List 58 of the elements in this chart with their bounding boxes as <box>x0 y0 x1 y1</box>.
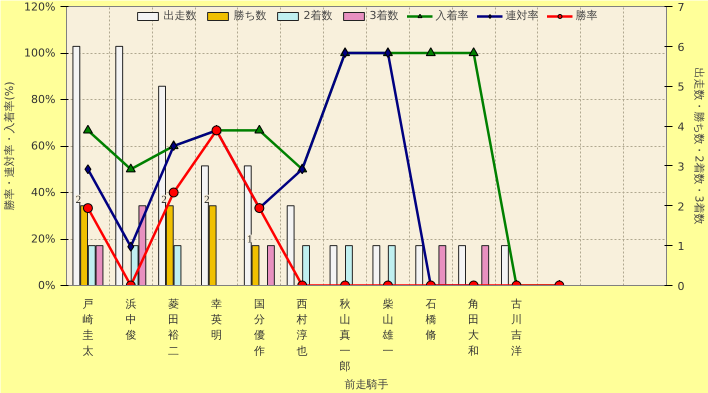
x-tick-label: 戸崎圭太 <box>82 298 94 358</box>
y2-tick-label: 5 <box>678 80 684 94</box>
bar <box>501 245 509 286</box>
bar <box>481 245 490 286</box>
point <box>126 164 136 172</box>
y-axis-title: 勝率・連対率・入着率(%) <box>3 81 16 211</box>
point <box>468 47 479 56</box>
y2-tick-label: 7 <box>678 1 684 14</box>
y-tick-label: 120% <box>24 0 56 14</box>
data-label: 2 <box>204 194 210 206</box>
point <box>82 124 93 134</box>
y2-tick-label: 0 <box>678 280 684 293</box>
legend-label: 入着率 <box>436 8 468 23</box>
point <box>426 47 436 56</box>
y-tick-label: 40% <box>31 186 56 199</box>
point <box>84 164 92 174</box>
x-axis-title: 前走騎手 <box>344 378 388 391</box>
legend-label: 勝率 <box>576 8 598 23</box>
bar <box>302 245 310 286</box>
x-tick-label: 秋山真一郎 <box>340 298 351 373</box>
x-tick-label: 角田大和 <box>468 298 480 358</box>
y-tick-label: 100% <box>24 46 56 60</box>
x-tick-label: 浜中俊 <box>125 298 136 342</box>
x-tick-label: 古川吉洋 <box>511 298 522 358</box>
point <box>254 124 264 134</box>
y2-tick-label: 2 <box>678 200 684 214</box>
x-tick-label: 幸英明 <box>211 298 222 342</box>
y-tick-label: 80% <box>31 93 56 106</box>
bar <box>330 245 338 286</box>
x-tick-label: 国分優作 <box>252 298 265 358</box>
legend-label: 2着数 <box>304 8 332 23</box>
bar <box>415 245 424 286</box>
legend-label: 3着数 <box>370 8 398 23</box>
y-tick-label: 20% <box>31 232 56 246</box>
bar <box>115 46 124 286</box>
y-tick-label: 0% <box>38 279 56 292</box>
y2-tick-label: 3 <box>678 160 684 174</box>
x-tick-label: 柴山雄一 <box>381 298 394 358</box>
legend-label: 勝ち数 <box>234 8 266 23</box>
bar <box>438 245 446 286</box>
legend-label: 出走数 <box>164 8 196 23</box>
x-tick-label: 西村淳也 <box>296 298 308 358</box>
bar <box>458 245 466 286</box>
x-tick-label: 菱田裕二 <box>168 298 180 358</box>
data-label: 2 <box>161 194 167 206</box>
y2-tick-label: 1 <box>678 240 684 254</box>
bar <box>372 245 380 286</box>
y2-tick-label: 6 <box>678 40 684 54</box>
data-label: 2 <box>76 194 82 206</box>
bar <box>286 205 295 286</box>
bar <box>267 245 275 286</box>
data-label: 1 <box>247 234 252 246</box>
y2-axis-title: 出走数・勝ち数・2着数・3着数 <box>692 68 706 224</box>
x-tick-label: 石橋脩 <box>425 298 436 342</box>
y-tick-label: 60% <box>31 140 56 152</box>
y2-tick-label: 4 <box>678 120 684 134</box>
bar <box>345 245 353 286</box>
legend-label: 連対率 <box>506 8 538 23</box>
